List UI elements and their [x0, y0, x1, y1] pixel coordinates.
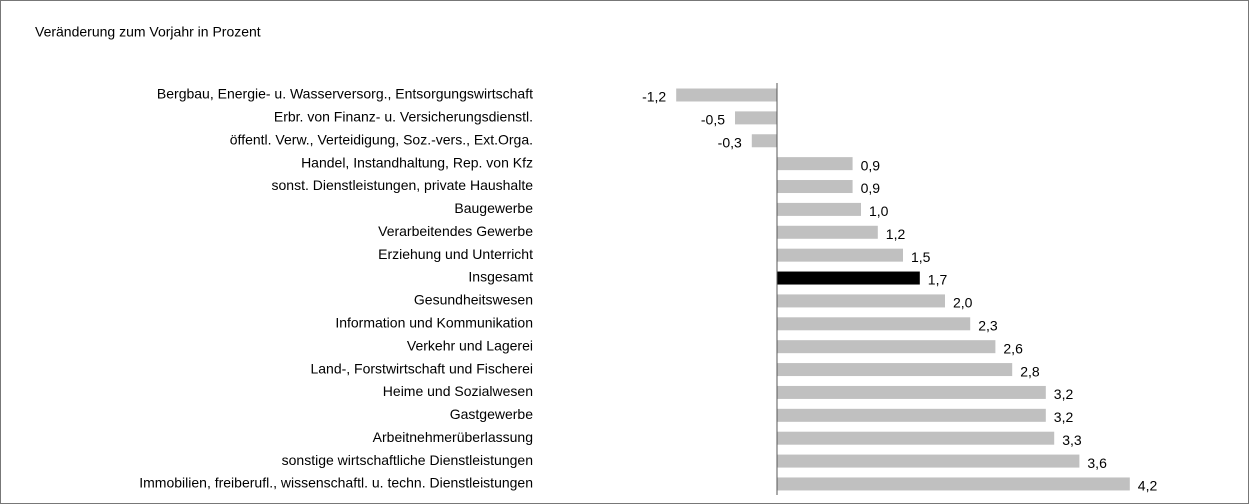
category-label: Gesundheitswesen [414, 292, 533, 308]
data-label: 2,0 [953, 295, 973, 311]
bar [777, 454, 1080, 468]
data-label: 3,3 [1062, 432, 1082, 448]
bar [777, 157, 853, 171]
data-label: 3,2 [1054, 386, 1074, 402]
data-label: -1,2 [642, 89, 666, 105]
category-label: Arbeitnehmerüberlassung [373, 429, 533, 445]
bar [777, 317, 971, 331]
category-label: sonstige wirtschaftliche Dienstleistunge… [282, 452, 533, 468]
category-label: Verarbeitendes Gewerbe [378, 223, 533, 239]
bar [777, 431, 1055, 445]
bar [777, 477, 1130, 491]
data-label: 0,9 [861, 157, 881, 173]
category-label: sonst. Dienstleistungen, private Haushal… [272, 177, 534, 193]
category-label: Baugewerbe [454, 200, 533, 216]
data-label: 4,2 [1138, 478, 1158, 494]
data-label: 1,0 [869, 203, 889, 219]
data-label: 3,6 [1087, 455, 1107, 471]
bar [735, 111, 777, 125]
category-label: öffentl. Verw., Verteidigung, Soz.-vers.… [230, 131, 533, 147]
data-label: 1,5 [911, 249, 931, 265]
chart-title: Veränderung zum Vorjahr in Prozent [35, 24, 261, 40]
category-label: Insgesamt [468, 269, 533, 285]
category-label: Information und Kommunikation [335, 315, 533, 331]
data-label: -0,5 [701, 112, 725, 128]
data-label: 2,8 [1020, 363, 1040, 379]
bar [777, 294, 945, 308]
category-label: Erziehung und Unterricht [378, 246, 533, 262]
data-label: 2,3 [978, 318, 998, 334]
data-label: 3,2 [1054, 409, 1074, 425]
category-label: Bergbau, Energie- u. Wasserversorg., Ent… [157, 86, 533, 102]
bar [777, 180, 853, 194]
category-label: Land-, Forstwirtschaft und Fischerei [310, 360, 533, 376]
category-label: Gastgewerbe [450, 406, 533, 422]
category-label: Handel, Instandhaltung, Rep. von Kfz [301, 154, 533, 170]
category-label: Immobilien, freiberufl., wissenschaftl. … [139, 475, 533, 491]
bar [777, 408, 1046, 422]
bar [777, 225, 878, 239]
bar [777, 363, 1013, 377]
bar [777, 271, 920, 285]
bar [777, 385, 1046, 399]
category-label: Erbr. von Finanz- u. Versicherungsdienst… [274, 109, 533, 125]
bar [751, 134, 777, 148]
data-label: 0,9 [861, 180, 881, 196]
data-label: 1,2 [886, 226, 906, 242]
category-label: Heime und Sozialwesen [383, 383, 533, 399]
data-label: -0,3 [718, 134, 742, 150]
bar [777, 248, 903, 262]
bar [777, 202, 861, 216]
bar [676, 88, 777, 102]
bar [777, 340, 996, 354]
category-label: Verkehr und Lagerei [407, 337, 533, 353]
data-label: 1,7 [928, 272, 948, 288]
data-label: 2,6 [1003, 340, 1023, 356]
